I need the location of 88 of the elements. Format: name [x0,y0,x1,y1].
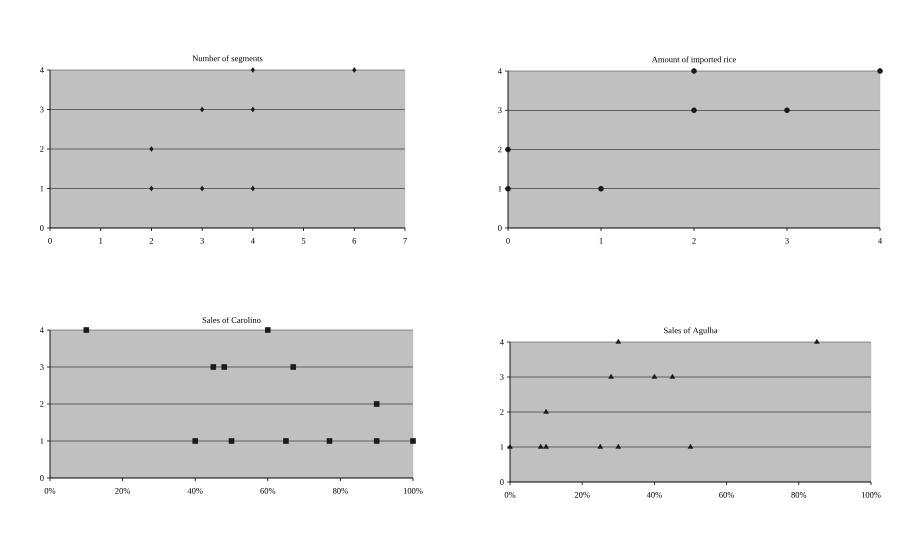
x-tick-label: 60% [260,488,276,494]
point [250,106,256,112]
y-tick-label: 4 [500,339,504,345]
chart-title: Sales of Agulha [664,327,718,335]
x-tick-label: 2 [692,238,696,244]
point [505,186,511,192]
x-tick-label: 0% [504,492,516,498]
x-tick-label: 0 [506,238,510,244]
x-tick-label: 40% [188,488,203,494]
point [505,146,511,152]
point [200,186,204,192]
point [290,364,296,370]
y-tick-label: 2 [40,401,44,407]
x-tick-label: 80% [791,492,806,498]
x-tick-label: 80% [332,488,348,494]
x-tick-label: 20% [574,492,590,498]
point [670,374,676,379]
point [265,327,271,333]
point [543,444,549,449]
point [149,146,154,152]
point [616,444,622,449]
x-tick-label: 2 [150,238,154,244]
x-tick-label: 3 [200,238,204,244]
y-tick-label: 2 [498,146,502,152]
y-tick-label: 0 [40,475,44,481]
y-tick-label: 3 [40,106,44,112]
point [210,364,216,370]
point [192,438,198,444]
y-tick-label: 2 [500,409,504,415]
point [283,438,289,444]
y-tick-label: 1 [40,438,44,444]
x-tick-label: 4 [878,238,882,244]
y-tick-label: 3 [500,374,504,380]
point [784,107,790,114]
point [543,408,549,414]
point [814,338,820,344]
point [200,106,204,112]
y-tick-label: 4 [498,68,502,74]
point [598,186,604,192]
x-tick-label: 6 [352,238,356,244]
x-tick-label: 3 [785,238,789,244]
point [221,364,228,370]
x-tick-label: 100% [404,488,423,494]
y-tick-label: 2 [40,146,44,152]
y-tick-label: 4 [40,327,44,333]
y-tick-label: 3 [498,107,502,114]
x-tick-label: 1 [99,238,102,244]
point [326,438,332,444]
y-tick-label: 1 [40,186,44,192]
point [250,67,256,73]
point [507,444,513,449]
point [652,374,658,379]
chart-title: Amount of imported rice [652,56,736,64]
x-tick-label: 1 [600,238,603,244]
point [538,444,544,449]
point [228,438,234,444]
y-tick-label: 0 [40,225,44,231]
y-tick-label: 1 [500,444,504,450]
point [616,338,622,344]
point [597,444,604,449]
point [84,327,90,333]
point [250,186,256,192]
x-tick-label: 5 [302,238,306,244]
point [691,107,697,114]
chart-title: Number of segments [192,55,262,63]
point [149,186,154,192]
point [608,374,614,379]
y-tick-label: 4 [40,67,44,73]
x-tick-label: 7 [403,238,407,244]
y-tick-label: 0 [500,479,504,485]
x-tick-label: 0 [48,238,52,244]
point [374,401,380,407]
point [410,438,416,444]
x-tick-label: 40% [646,492,662,498]
chart-title: Sales of Carolino [202,316,261,323]
x-tick-label: 60% [719,492,734,498]
x-tick-label: 4 [250,238,255,244]
y-tick-label: 3 [40,364,44,370]
point [877,68,883,74]
x-tick-label: 0% [44,488,56,494]
point [374,438,380,444]
x-tick-label: 100% [862,492,881,498]
point [688,444,694,449]
x-tick-label: 20% [115,488,130,494]
y-tick-label: 1 [498,186,502,192]
y-tick-label: 0 [498,225,502,231]
point [691,68,697,74]
point [352,67,356,73]
